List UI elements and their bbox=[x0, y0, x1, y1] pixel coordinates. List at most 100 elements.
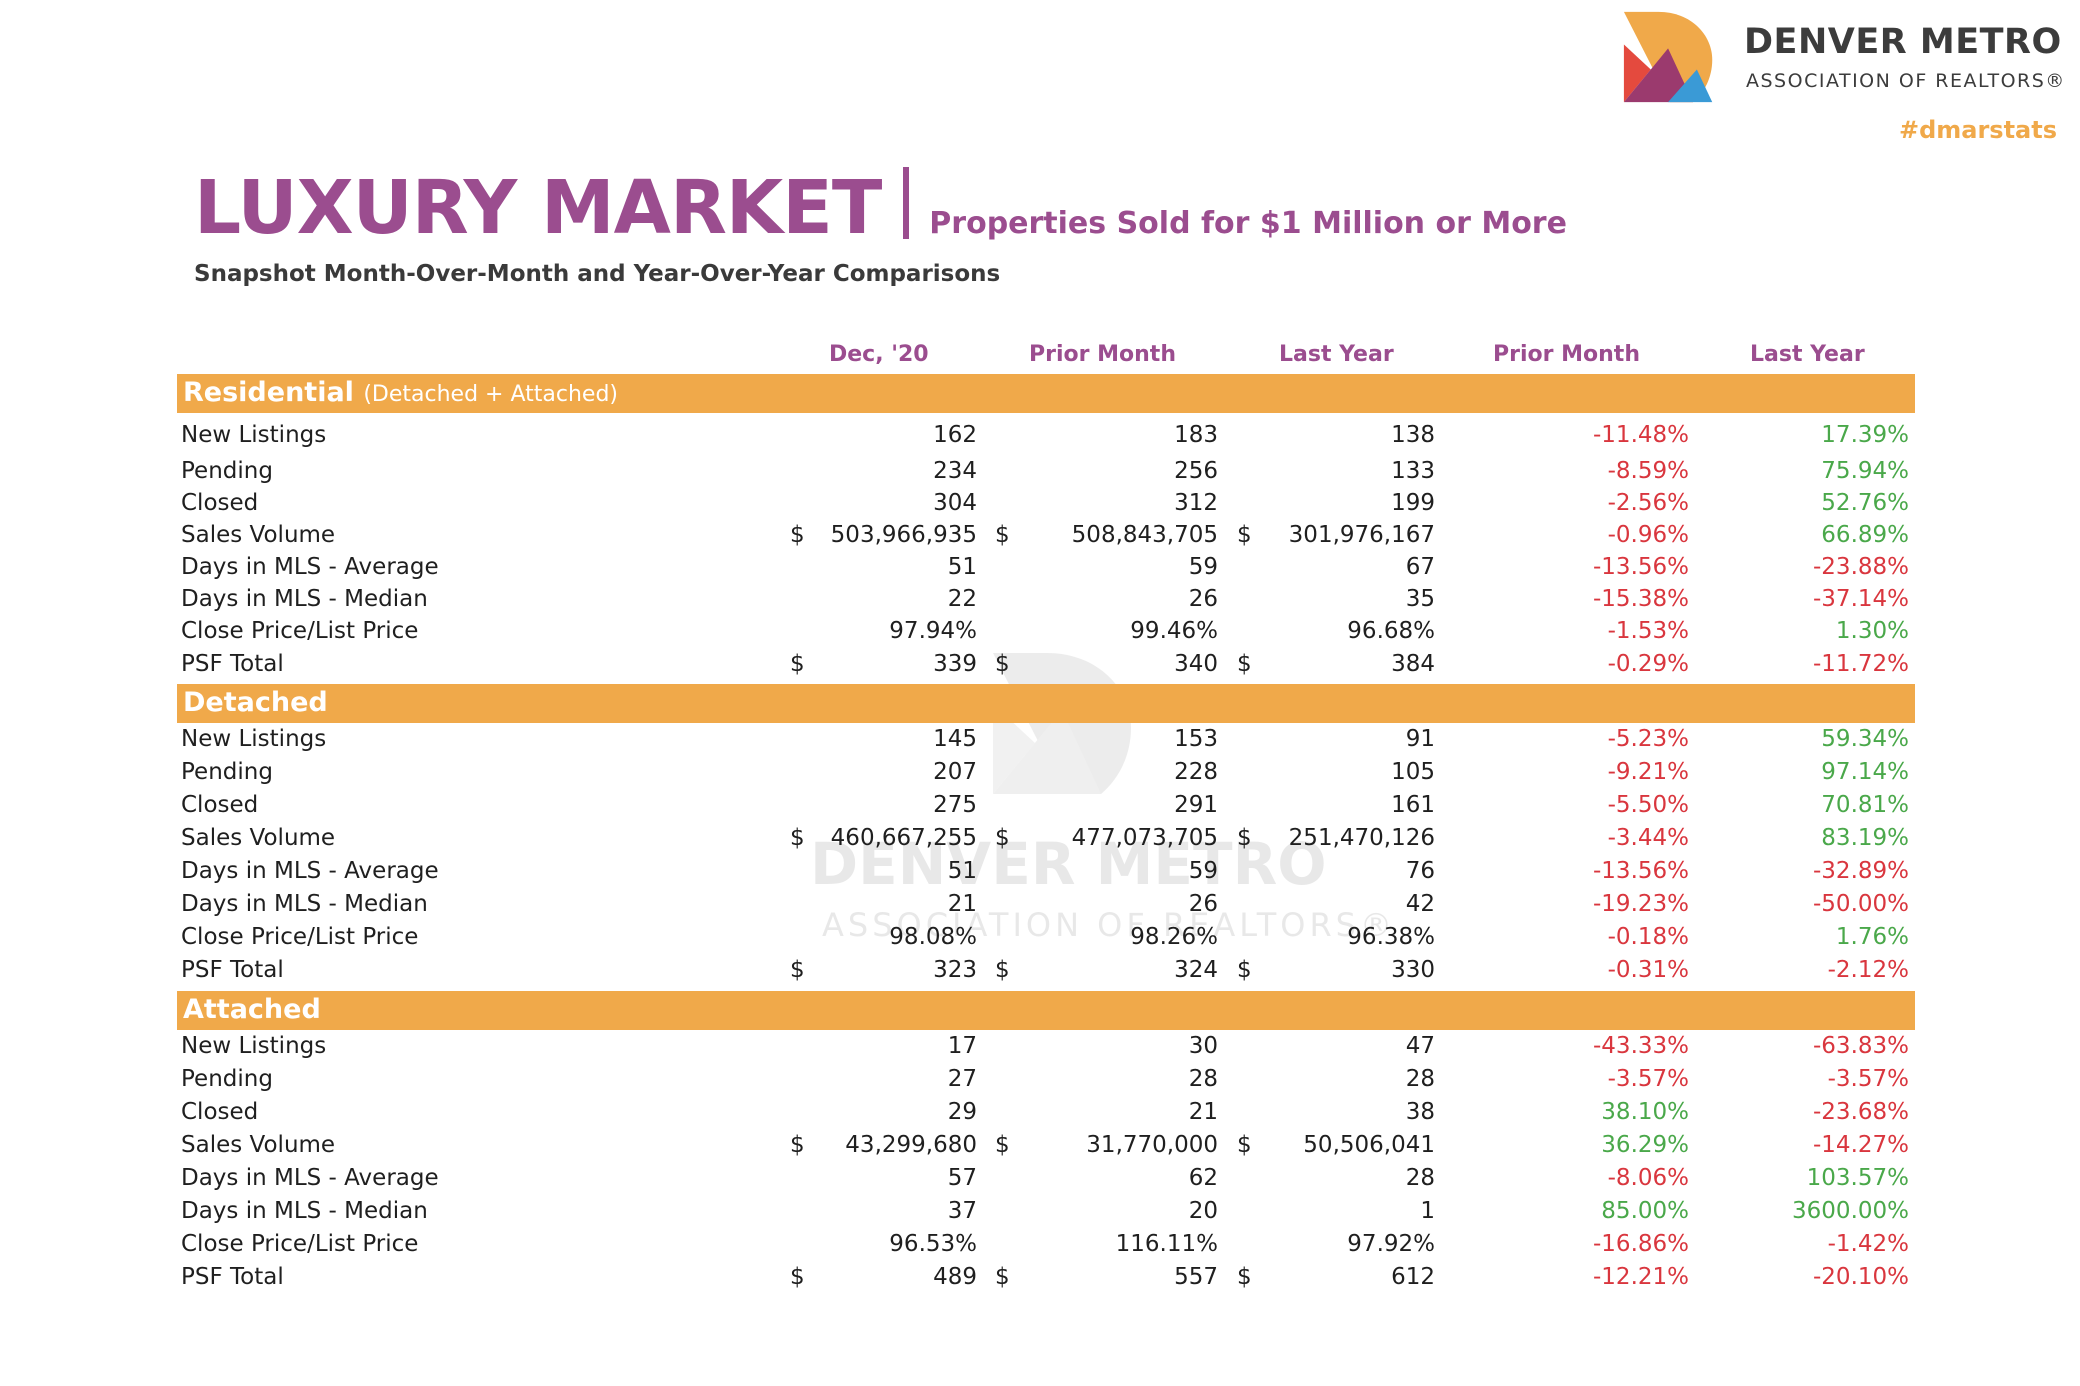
dollar-sign: $ bbox=[1237, 522, 1252, 548]
pct-prior-month: -12.21% bbox=[1593, 1264, 1689, 1290]
value-current: 51 bbox=[947, 858, 977, 884]
dollar-sign: $ bbox=[995, 651, 1010, 677]
table-row: Days in MLS - Average 51 59 67 -13.56% -23.88… bbox=[0, 554, 2080, 586]
value-prior-month: 291 bbox=[1174, 792, 1218, 818]
column-header-prior-month: Prior Month bbox=[1029, 342, 1176, 367]
row-label: Closed bbox=[181, 792, 259, 818]
row-label: Sales Volume bbox=[181, 1132, 336, 1158]
value-prior-month: 26 bbox=[1188, 891, 1218, 917]
title-line: LUXURY MARKET Properties Sold for $1 Mill… bbox=[194, 165, 1567, 251]
value-prior-month: 21 bbox=[1188, 1099, 1218, 1125]
value-prior-month: 99.46% bbox=[1130, 618, 1218, 644]
column-header-last-year: Last Year bbox=[1279, 342, 1394, 367]
row-label: Days in MLS - Average bbox=[181, 554, 439, 580]
pct-prior-month: -0.31% bbox=[1607, 957, 1689, 983]
table-row: Close Price/List Price 97.94% 99.46% 96.68%… bbox=[0, 618, 2080, 650]
pct-last-year: 1.30% bbox=[1835, 618, 1909, 644]
pct-prior-month: -8.59% bbox=[1607, 458, 1689, 484]
value-last-year: 96.68% bbox=[1347, 618, 1435, 644]
value-last-year: 251,470,126 bbox=[1288, 825, 1435, 851]
pct-last-year: 17.39% bbox=[1821, 422, 1909, 448]
value-current: 51 bbox=[947, 554, 977, 580]
dollar-sign: $ bbox=[995, 957, 1010, 983]
pct-prior-month: -13.56% bbox=[1593, 554, 1689, 580]
table-row: PSF Total 489 557 612 -12.21% -20.10% $ $ $ bbox=[0, 1264, 2080, 1296]
dollar-sign: $ bbox=[790, 825, 805, 851]
hashtag: #dmarstats bbox=[1898, 116, 2057, 144]
column-header-pct-prior-month: Prior Month bbox=[1493, 342, 1640, 367]
page-title: LUXURY MARKET bbox=[194, 165, 882, 251]
section-band-attached: Attached bbox=[177, 991, 1915, 1030]
pct-prior-month: -11.48% bbox=[1593, 422, 1689, 448]
pct-prior-month: -43.33% bbox=[1593, 1033, 1689, 1059]
page-subtitle: Properties Sold for $1 Million or More bbox=[929, 206, 1567, 241]
row-label: Days in MLS - Median bbox=[181, 1198, 428, 1224]
value-last-year: 199 bbox=[1391, 490, 1435, 516]
dollar-sign: $ bbox=[995, 825, 1010, 851]
value-last-year: 105 bbox=[1391, 759, 1435, 785]
row-label: Closed bbox=[181, 490, 259, 516]
value-prior-month: 116.11% bbox=[1115, 1231, 1218, 1257]
value-current: 17 bbox=[947, 1033, 977, 1059]
row-label: New Listings bbox=[181, 422, 327, 448]
pct-prior-month: 85.00% bbox=[1601, 1198, 1689, 1224]
pct-last-year: 103.57% bbox=[1806, 1165, 1909, 1191]
table-row: PSF Total 339 340 384 -0.29% -11.72% $ $ $ bbox=[0, 651, 2080, 683]
section-title: Detached bbox=[183, 687, 328, 718]
value-current: 207 bbox=[933, 759, 977, 785]
dollar-sign: $ bbox=[1237, 1132, 1252, 1158]
pct-prior-month: -2.56% bbox=[1607, 490, 1689, 516]
row-label: PSF Total bbox=[181, 651, 284, 677]
table-row: Closed 275 291 161 -5.50% 70.81% bbox=[0, 792, 2080, 824]
value-prior-month: 312 bbox=[1174, 490, 1218, 516]
table-row: Sales Volume 460,667,255 477,073,705 251,47… bbox=[0, 825, 2080, 857]
pct-last-year: -11.72% bbox=[1813, 651, 1909, 677]
table-row: PSF Total 323 324 330 -0.31% -2.12% $ $ $ bbox=[0, 957, 2080, 989]
section-band-residential: Residential (Detached + Attached) bbox=[177, 374, 1915, 413]
pct-last-year: -32.89% bbox=[1813, 858, 1909, 884]
value-current: 323 bbox=[933, 957, 977, 983]
row-label: PSF Total bbox=[181, 1264, 284, 1290]
title-divider bbox=[903, 167, 910, 239]
pct-last-year: -63.83% bbox=[1813, 1033, 1909, 1059]
dollar-sign: $ bbox=[995, 1132, 1010, 1158]
row-label: Close Price/List Price bbox=[181, 1231, 419, 1257]
value-prior-month: 557 bbox=[1174, 1264, 1218, 1290]
value-last-year: 28 bbox=[1405, 1066, 1435, 1092]
value-last-year: 97.92% bbox=[1347, 1231, 1435, 1257]
pct-last-year: -23.68% bbox=[1813, 1099, 1909, 1125]
value-current: 162 bbox=[933, 422, 977, 448]
value-current: 27 bbox=[947, 1066, 977, 1092]
table-row: Pending 207 228 105 -9.21% 97.14% bbox=[0, 759, 2080, 791]
table-row: New Listings 17 30 47 -43.33% -63.83% bbox=[0, 1033, 2080, 1065]
pct-prior-month: 38.10% bbox=[1601, 1099, 1689, 1125]
value-current: 234 bbox=[933, 458, 977, 484]
pct-prior-month: -0.96% bbox=[1607, 522, 1689, 548]
value-current: 145 bbox=[933, 726, 977, 752]
value-prior-month: 340 bbox=[1174, 651, 1218, 677]
value-prior-month: 153 bbox=[1174, 726, 1218, 752]
dmar-logo: DENVER METRO ASSOCIATION OF REALTORS® bbox=[1622, 10, 2080, 110]
row-label: Pending bbox=[181, 1066, 273, 1092]
pct-last-year: -2.12% bbox=[1827, 957, 1909, 983]
value-prior-month: 228 bbox=[1174, 759, 1218, 785]
value-prior-month: 324 bbox=[1174, 957, 1218, 983]
pct-last-year: 1.76% bbox=[1835, 924, 1909, 950]
table-row: Days in MLS - Median 22 26 35 -15.38% -37.14% bbox=[0, 586, 2080, 618]
value-prior-month: 62 bbox=[1188, 1165, 1218, 1191]
pct-last-year: -23.88% bbox=[1813, 554, 1909, 580]
dollar-sign: $ bbox=[790, 957, 805, 983]
value-last-year: 1 bbox=[1420, 1198, 1435, 1224]
value-current: 275 bbox=[933, 792, 977, 818]
logo-name: DENVER METRO bbox=[1744, 22, 2062, 62]
value-prior-month: 59 bbox=[1188, 554, 1218, 580]
dollar-sign: $ bbox=[995, 1264, 1010, 1290]
value-current: 21 bbox=[947, 891, 977, 917]
value-current: 460,667,255 bbox=[830, 825, 977, 851]
row-label: PSF Total bbox=[181, 957, 284, 983]
value-prior-month: 20 bbox=[1188, 1198, 1218, 1224]
value-last-year: 47 bbox=[1405, 1033, 1435, 1059]
table-row: Closed 29 21 38 38.10% -23.68% bbox=[0, 1099, 2080, 1131]
table-row: Closed 304 312 199 -2.56% 52.76% bbox=[0, 490, 2080, 522]
value-last-year: 67 bbox=[1405, 554, 1435, 580]
